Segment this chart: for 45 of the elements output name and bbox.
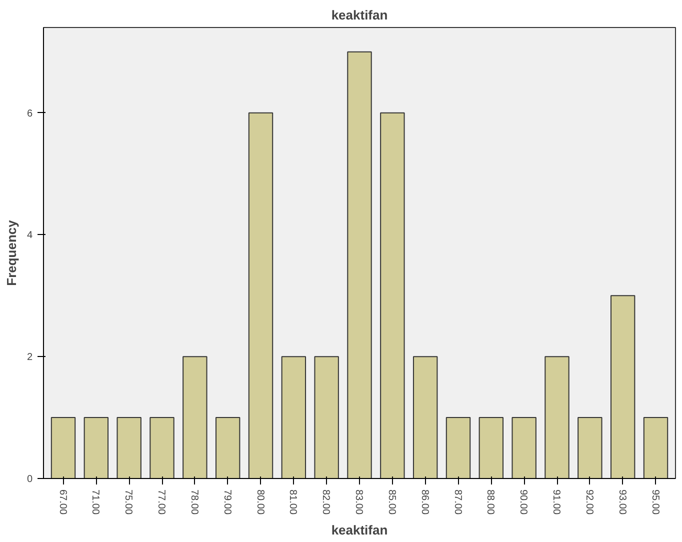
bar <box>347 51 372 478</box>
bar <box>248 112 274 478</box>
bar <box>215 417 240 478</box>
bar <box>380 112 405 478</box>
x-tick-label: 77.00 <box>156 490 166 515</box>
x-tick-label: 67.00 <box>56 490 68 515</box>
x-tick-label: 95.00 <box>649 490 660 515</box>
bar <box>446 417 471 478</box>
x-tick-label: 78.00 <box>188 490 200 515</box>
y-axis-title: Frequency <box>4 219 19 286</box>
bar <box>314 356 339 478</box>
x-tick-label: 92.00 <box>583 490 594 515</box>
x-tick-label: 93.00 <box>616 490 628 515</box>
bar <box>478 417 504 478</box>
x-tick-label: 90.00 <box>518 490 529 515</box>
x-tick-label: 86.00 <box>418 490 430 515</box>
y-tick-label: 6 <box>26 108 33 120</box>
bar <box>512 417 536 478</box>
x-tick-label: 83.00 <box>353 490 364 515</box>
bar <box>610 295 636 478</box>
x-tick-label: 87.00 <box>452 490 463 515</box>
y-tick-label: 0 <box>26 474 33 485</box>
chart-title: keaktifan <box>331 8 388 22</box>
bar <box>281 356 306 478</box>
bar <box>544 356 570 478</box>
x-tick-label: 75.00 <box>122 490 134 515</box>
x-tick-label: 80.00 <box>254 490 266 515</box>
x-tick-label: 71.00 <box>90 490 101 515</box>
bar <box>50 417 76 478</box>
x-tick-label: 88.00 <box>484 490 496 515</box>
bar <box>116 417 142 478</box>
x-tick-label: 91.00 <box>550 490 562 515</box>
bar <box>412 356 438 478</box>
x-tick-label: 79.00 <box>221 490 232 515</box>
x-axis-title: keaktifan <box>331 522 388 538</box>
bar <box>182 356 208 478</box>
x-tick-label: 85.00 <box>386 490 397 515</box>
bar <box>84 417 109 478</box>
bar <box>150 417 174 478</box>
bar <box>578 417 602 478</box>
x-tick-label: 82.00 <box>320 490 332 515</box>
bar <box>643 417 668 478</box>
y-tick-label: 4 <box>26 230 33 242</box>
x-tick-label: 81.00 <box>287 490 298 515</box>
y-tick-label: 2 <box>26 352 33 364</box>
